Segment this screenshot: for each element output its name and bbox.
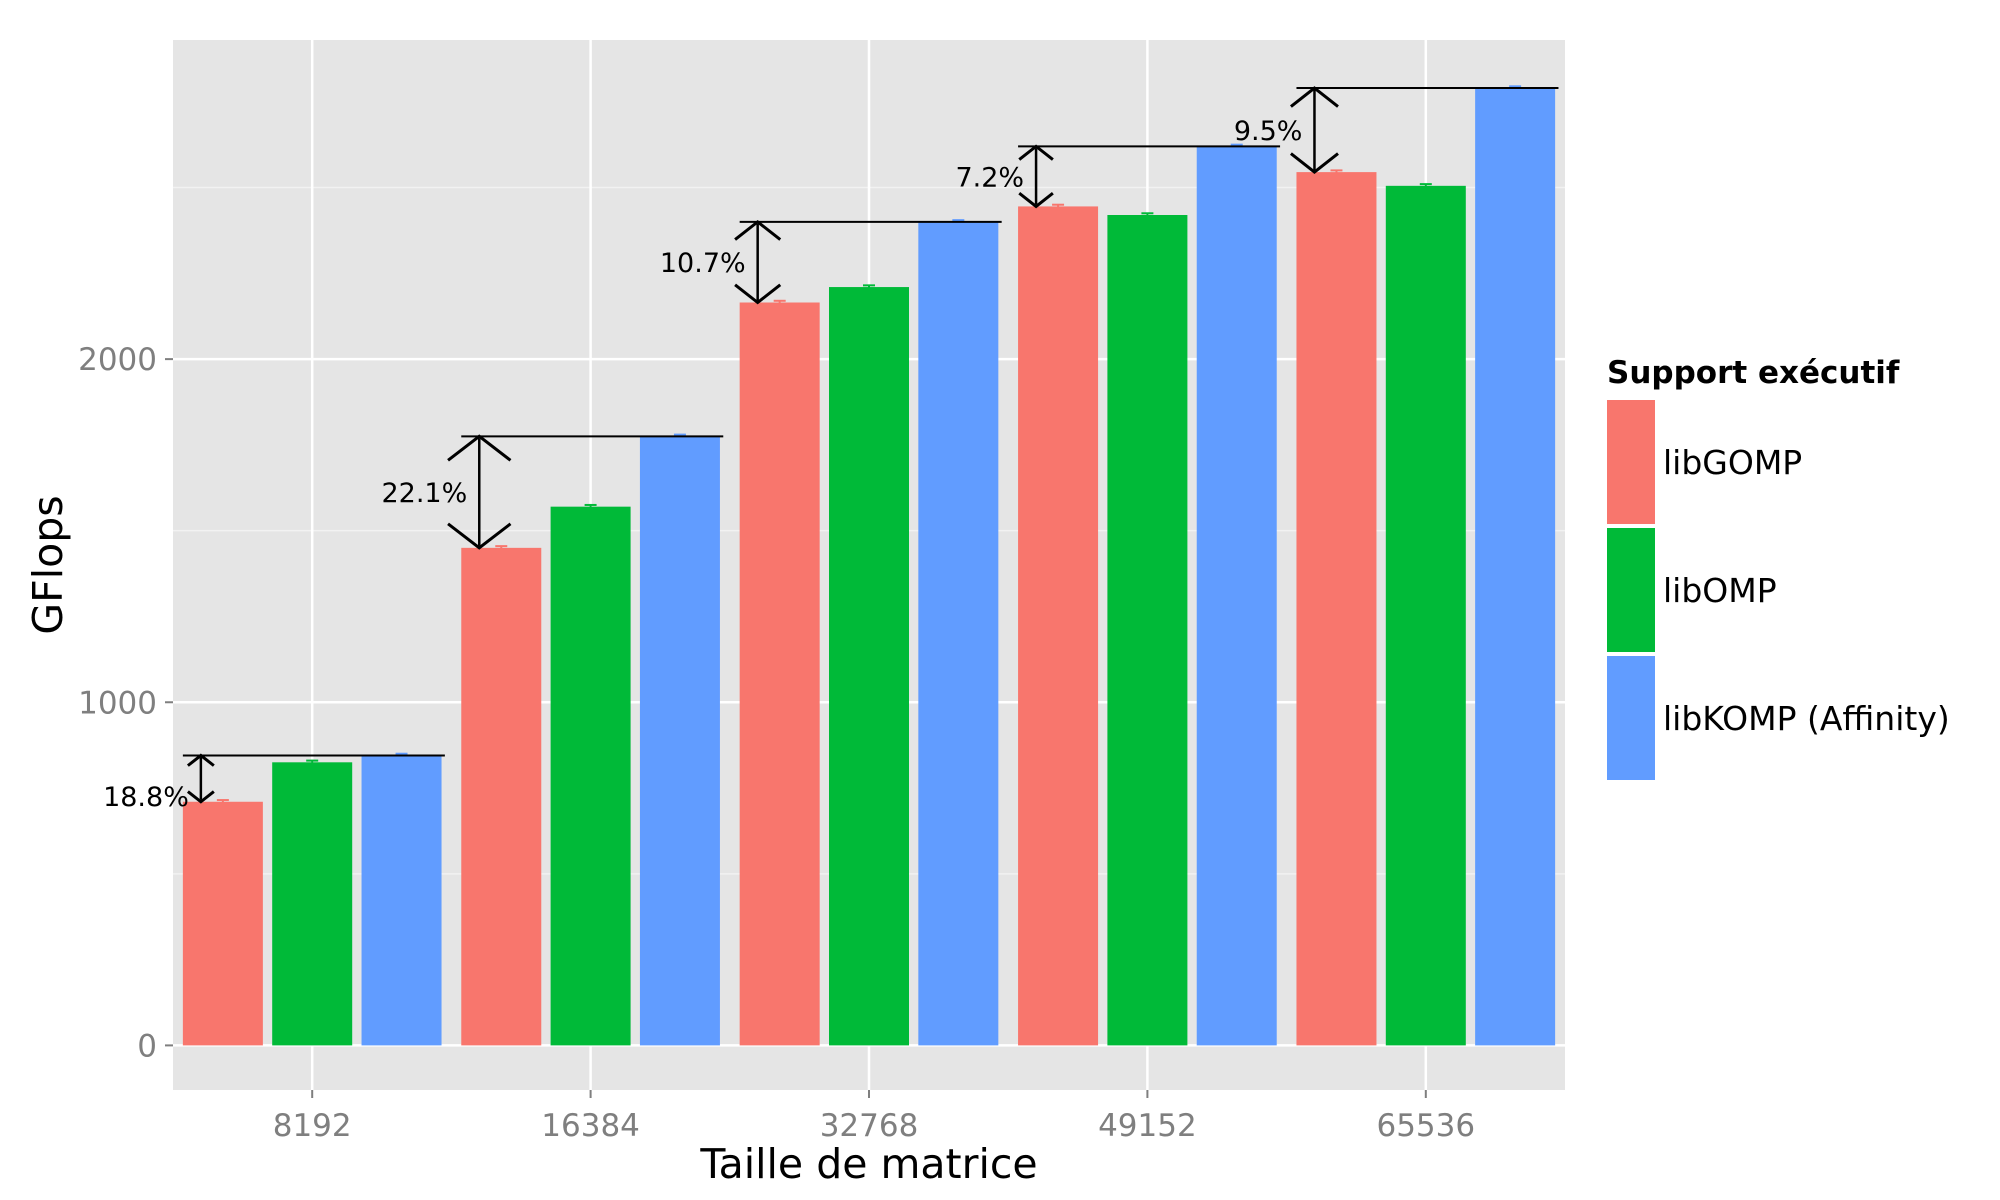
y-tick-label: 0 <box>137 1028 157 1064</box>
bar-libomp-8192 <box>272 762 353 1046</box>
annotation-label: 9.5% <box>1234 116 1303 147</box>
annotation-label: 18.8% <box>103 782 189 813</box>
legend: Support exécutif libGOMP libOMP libKOMP (A… <box>1607 355 1950 780</box>
legend-title: Support exécutif <box>1607 355 1900 391</box>
annotation-label: 7.2% <box>955 162 1024 193</box>
bar-libgomp-65536 <box>1296 172 1377 1046</box>
legend-key-libkomp-affinity- <box>1607 656 1655 780</box>
bar-libomp-16384 <box>550 506 631 1046</box>
x-tick-label: 65536 <box>1376 1108 1475 1144</box>
arrow-head-up <box>734 219 782 241</box>
legend-label: libOMP <box>1663 571 1777 610</box>
arrow-head-down <box>1290 152 1339 175</box>
y-tick-label: 2000 <box>78 342 157 378</box>
bar-libkomp-affinity--65536 <box>1475 88 1556 1046</box>
bar-libomp-65536 <box>1385 185 1466 1046</box>
x-tick-label: 32768 <box>820 1108 919 1144</box>
arrow-head-up <box>1018 144 1054 161</box>
bar-libkomp-affinity--8192 <box>361 755 442 1046</box>
y-axis-title: GFlops <box>24 495 72 634</box>
arrow-head-up <box>1290 86 1339 108</box>
arrow-head-up <box>447 434 512 462</box>
arrow-head-down <box>447 522 512 550</box>
annotations: 18.8% 22.1% 10.7% 7.2% 9.5% <box>103 86 1559 813</box>
bar-libkomp-affinity--32768 <box>918 221 999 1046</box>
annotation-label: 10.7% <box>660 248 746 279</box>
legend-key-libomp <box>1607 528 1655 652</box>
arrow-head-down <box>734 283 782 305</box>
arrow-head-down <box>1018 192 1054 209</box>
legend-label: libGOMP <box>1663 443 1802 482</box>
x-tick-label: 16384 <box>541 1108 640 1144</box>
axes: 0 1000 2000 8192 16384 32768 49152 65536 <box>78 342 1475 1144</box>
bars <box>182 88 1556 1046</box>
bar-libkomp-affinity--49152 <box>1196 146 1277 1046</box>
arrow-head-up <box>186 753 215 767</box>
x-tick-label: 49152 <box>1098 1108 1197 1144</box>
legend-key-libgomp <box>1607 400 1655 524</box>
bar-libgomp-32768 <box>739 302 820 1046</box>
bar-libgomp-49152 <box>1018 206 1099 1046</box>
annotation-label: 22.1% <box>381 478 467 509</box>
bar-libomp-49152 <box>1107 215 1188 1046</box>
x-tick-label: 8192 <box>273 1108 352 1144</box>
bar-libkomp-affinity--16384 <box>639 436 720 1046</box>
arrow-head-down <box>186 790 215 804</box>
legend-label: libKOMP (Affinity) <box>1663 699 1950 738</box>
bar-libgomp-16384 <box>461 547 542 1046</box>
bar-libgomp-8192 <box>182 801 263 1046</box>
bar-libomp-32768 <box>829 287 909 1046</box>
y-tick-label: 1000 <box>78 685 157 721</box>
x-axis-title: Taille de matrice <box>699 1140 1037 1188</box>
